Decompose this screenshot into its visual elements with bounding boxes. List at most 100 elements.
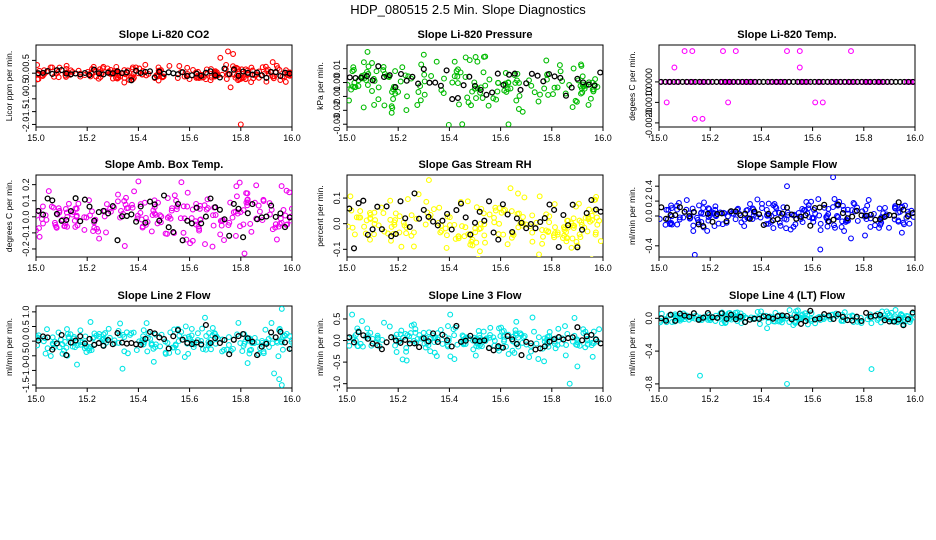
data-point xyxy=(278,183,285,190)
data-point xyxy=(105,325,112,332)
overlay-point xyxy=(109,203,116,210)
data-point xyxy=(563,238,570,245)
overlay-point xyxy=(230,66,237,73)
data-point xyxy=(86,347,93,354)
data-point xyxy=(218,222,225,229)
data-point xyxy=(863,216,870,223)
plot-frame xyxy=(346,44,604,128)
data-point xyxy=(536,193,543,200)
overlay-point xyxy=(490,229,497,236)
overlay-point xyxy=(350,245,358,252)
overlay-point xyxy=(591,82,598,89)
data-point xyxy=(159,74,166,81)
data-point xyxy=(850,319,857,325)
overlay-point xyxy=(723,218,730,225)
overlay-point xyxy=(95,209,102,216)
overlay-point xyxy=(420,335,427,342)
data-point xyxy=(526,354,533,361)
data-point xyxy=(61,223,68,229)
overlay-point xyxy=(560,211,567,219)
overlay-point xyxy=(254,69,261,76)
overlay-point xyxy=(742,319,749,326)
data-point xyxy=(354,325,361,332)
x-tick-label: 15.2 xyxy=(701,133,719,143)
data-point xyxy=(749,78,756,85)
data-point xyxy=(812,320,819,327)
overlay-point xyxy=(462,337,469,344)
overlay-point xyxy=(672,317,679,324)
y-tick-label: -0.0020 xyxy=(644,108,654,139)
data-point xyxy=(449,79,456,86)
data-point xyxy=(134,212,141,219)
panel-title: Slope Line 3 Flow xyxy=(429,290,522,302)
data-point xyxy=(476,248,483,255)
data-point xyxy=(501,338,507,345)
data-point xyxy=(350,67,357,73)
outlier-point xyxy=(74,361,80,368)
data-point xyxy=(444,213,451,220)
data-point xyxy=(404,196,411,203)
data-point xyxy=(63,62,70,69)
overlay-point xyxy=(281,339,289,346)
data-point xyxy=(689,205,696,212)
data-point xyxy=(409,259,414,264)
data-point xyxy=(354,343,361,349)
data-point xyxy=(854,217,861,224)
data-point xyxy=(387,197,394,204)
data-point xyxy=(815,196,822,203)
y-tick-label: -0.01 xyxy=(332,86,342,107)
data-point xyxy=(365,63,372,70)
data-point xyxy=(777,222,784,229)
overlay-point xyxy=(453,207,460,214)
data-point xyxy=(360,59,367,66)
data-point xyxy=(550,91,556,98)
data-point xyxy=(521,194,528,201)
data-point xyxy=(248,64,255,71)
data-point xyxy=(369,60,375,66)
plot-frame xyxy=(658,174,916,258)
overlay-point xyxy=(509,228,516,236)
data-point xyxy=(283,187,290,194)
overlay-point xyxy=(63,216,70,224)
points-group xyxy=(36,48,292,127)
overlay-point xyxy=(350,339,358,346)
data-point xyxy=(462,224,469,231)
data-point xyxy=(445,323,451,330)
data-point xyxy=(531,328,537,335)
data-point xyxy=(64,326,70,333)
overlay-point xyxy=(49,70,56,77)
data-point xyxy=(225,334,232,341)
data-point xyxy=(579,73,586,80)
overlay-point xyxy=(216,339,223,347)
data-point xyxy=(239,348,246,355)
data-point xyxy=(197,216,204,223)
overlay-point xyxy=(481,337,488,344)
overlay-point xyxy=(207,339,214,347)
data-point xyxy=(517,330,524,337)
data-point xyxy=(698,78,705,85)
data-point xyxy=(665,206,672,213)
overlay-point xyxy=(555,243,562,251)
overlay-point xyxy=(511,70,518,77)
overlay-point xyxy=(249,338,256,345)
data-point xyxy=(248,228,255,235)
data-point xyxy=(169,344,176,351)
overlay-point xyxy=(375,63,382,70)
data-point xyxy=(468,102,474,109)
data-point xyxy=(188,325,195,332)
overlay-point xyxy=(240,330,247,338)
data-point xyxy=(207,77,214,84)
overlay-point xyxy=(751,208,758,215)
data-point xyxy=(569,104,576,111)
overlay-point xyxy=(723,315,730,322)
data-point xyxy=(433,58,440,65)
x-tick-label: 15.6 xyxy=(492,133,510,143)
overlay-point xyxy=(170,229,177,236)
overlay-point xyxy=(430,218,437,225)
data-point xyxy=(64,331,71,337)
data-point xyxy=(445,121,452,127)
overlay-point xyxy=(77,218,84,225)
data-point xyxy=(520,334,527,341)
data-point xyxy=(903,78,910,85)
data-point xyxy=(571,314,578,321)
